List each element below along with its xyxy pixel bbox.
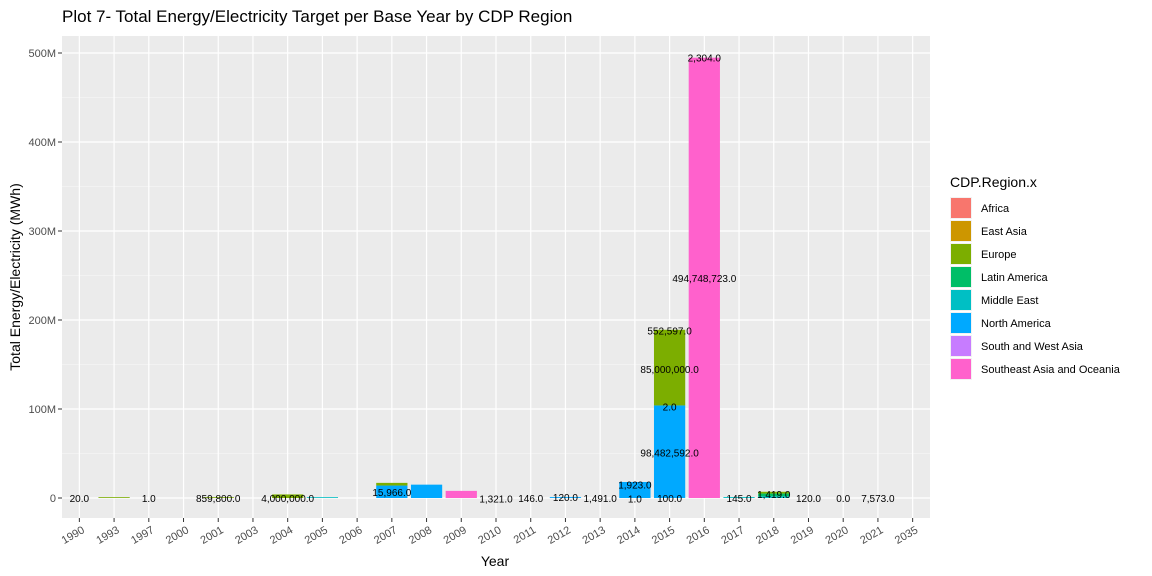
data-label: 145.0 bbox=[727, 494, 752, 505]
legend-swatch bbox=[951, 359, 971, 379]
bar-1993-europe bbox=[98, 497, 130, 498]
data-label: 85,000,000.0 bbox=[640, 365, 699, 376]
bar-2014-north-america bbox=[619, 481, 651, 498]
x-tick-label: 2035 bbox=[893, 524, 920, 547]
data-label: 494,748,723.0 bbox=[672, 274, 736, 285]
data-label: 15,966.0 bbox=[372, 488, 411, 499]
x-tick-label: 2005 bbox=[303, 524, 330, 547]
y-tick-label: 500M bbox=[28, 48, 56, 60]
legend-swatch bbox=[951, 198, 971, 218]
x-axis: 1990 1993 1997 2000 2001 2003 2004 2005 2006 2007… bbox=[60, 518, 920, 547]
x-tick-label: 2021 bbox=[858, 524, 885, 547]
data-label: 1,923.0 bbox=[618, 481, 652, 492]
bar-2016-southeast-asia-and-oceania bbox=[688, 57, 720, 498]
bar-2015-north-america bbox=[653, 405, 686, 498]
x-tick-label: 2012 bbox=[546, 524, 573, 547]
legend-swatch bbox=[951, 313, 971, 333]
legend-label: North America bbox=[981, 318, 1052, 330]
x-axis-title: Year bbox=[481, 553, 510, 569]
bars bbox=[98, 57, 790, 498]
legend-label: Africa bbox=[981, 203, 1010, 215]
data-label: 2,304.0 bbox=[688, 53, 722, 64]
legend: CDP.Region.x Africa East Asia Europe Latin … bbox=[950, 174, 1121, 380]
legend-label: Southeast Asia and Oceania bbox=[981, 364, 1121, 376]
x-tick-label: 1993 bbox=[94, 524, 121, 547]
data-label: 0.0 bbox=[836, 494, 850, 505]
bar-2015-europe bbox=[653, 329, 686, 406]
data-label: 1,419.0 bbox=[757, 490, 791, 501]
y-tick-label: 200M bbox=[28, 315, 56, 327]
data-label: 1.0 bbox=[628, 494, 642, 505]
bar-2005-middle-east bbox=[306, 497, 339, 498]
bar-2017-middle-east bbox=[723, 497, 755, 498]
x-tick-label: 2013 bbox=[580, 524, 607, 547]
x-tick-label: 2003 bbox=[233, 524, 260, 547]
legend-label: South and West Asia bbox=[981, 341, 1084, 353]
bar-2018-middle-east bbox=[758, 496, 790, 498]
data-label: 146.0 bbox=[518, 494, 543, 505]
bar-2004-europe bbox=[272, 494, 304, 498]
x-tick-label: 2020 bbox=[823, 524, 850, 547]
x-tick-label: 2010 bbox=[476, 524, 503, 547]
legend-swatch bbox=[951, 336, 971, 356]
data-label: 2.0 bbox=[663, 402, 677, 413]
legend-label: East Asia bbox=[981, 226, 1028, 238]
x-tick-label: 1997 bbox=[129, 524, 156, 547]
data-label: 120.0 bbox=[553, 493, 578, 504]
data-label: 1,321.0 bbox=[479, 494, 513, 505]
x-tick-label: 2008 bbox=[407, 524, 434, 547]
y-tick-label: 0 bbox=[50, 493, 56, 505]
legend-swatch bbox=[951, 267, 971, 287]
data-label: 1,491.0 bbox=[583, 494, 617, 505]
gridlines bbox=[62, 36, 930, 518]
x-tick-label: 2004 bbox=[268, 524, 295, 547]
bar-2018-latin-america bbox=[758, 493, 790, 497]
data-labels: 20.0 1.0 859,800.0 4,000,000.0 15,966.0 1,321… bbox=[70, 53, 895, 505]
data-label: 552,597.0 bbox=[647, 327, 692, 338]
x-tick-label: 1990 bbox=[60, 524, 87, 547]
legend-label: Europe bbox=[981, 249, 1016, 261]
bar-2008-north-america bbox=[410, 484, 443, 498]
data-label: 120.0 bbox=[796, 494, 821, 505]
y-tick-label: 400M bbox=[28, 137, 56, 149]
x-tick-label: 2006 bbox=[337, 524, 364, 547]
x-tick-label: 2014 bbox=[615, 524, 642, 547]
legend-title: CDP.Region.x bbox=[950, 174, 1037, 190]
data-label: 859,800.0 bbox=[196, 494, 241, 505]
bar-2007-north-america bbox=[376, 485, 408, 498]
bar-2012-north-america bbox=[549, 497, 582, 498]
legend-label: Latin America bbox=[981, 272, 1049, 284]
legend-swatch bbox=[951, 244, 971, 264]
x-tick-label: 2000 bbox=[164, 524, 191, 547]
x-tick-label: 2019 bbox=[789, 524, 816, 547]
bar-2007-europe bbox=[376, 482, 408, 486]
x-tick-label: 2018 bbox=[754, 524, 781, 547]
data-label: 98,482,592.0 bbox=[640, 449, 699, 460]
legend-swatch bbox=[951, 221, 971, 241]
data-label: 100.0 bbox=[657, 494, 682, 505]
legend-swatch bbox=[951, 290, 971, 310]
y-axis: 0 100M 200M 300M 400M 500M bbox=[28, 48, 62, 505]
x-tick-label: 2007 bbox=[372, 524, 399, 547]
y-tick-label: 100M bbox=[28, 404, 56, 416]
x-tick-label: 2001 bbox=[199, 524, 226, 547]
legend-label: Middle East bbox=[981, 295, 1038, 307]
x-tick-label: 2009 bbox=[442, 524, 469, 547]
y-tick-label: 300M bbox=[28, 226, 56, 238]
bar-2018-europe bbox=[758, 491, 790, 494]
x-tick-label: 2016 bbox=[685, 524, 712, 547]
data-label: 20.0 bbox=[70, 494, 90, 505]
y-axis-title: Total Energy/Electricity (MWh) bbox=[7, 183, 23, 370]
x-tick-label: 2015 bbox=[650, 524, 677, 547]
data-label: 7,573.0 bbox=[861, 494, 895, 505]
data-label: 4,000,000.0 bbox=[261, 494, 314, 505]
x-tick-label: 2017 bbox=[719, 524, 746, 547]
bar-2009-southeast-asia-and-oceania bbox=[445, 490, 477, 498]
chart-title: Plot 7- Total Energy/Electricity Target … bbox=[62, 7, 572, 26]
x-tick-label: 2011 bbox=[512, 524, 538, 546]
data-label: 1.0 bbox=[142, 494, 156, 505]
bar-2001-europe bbox=[202, 497, 234, 498]
